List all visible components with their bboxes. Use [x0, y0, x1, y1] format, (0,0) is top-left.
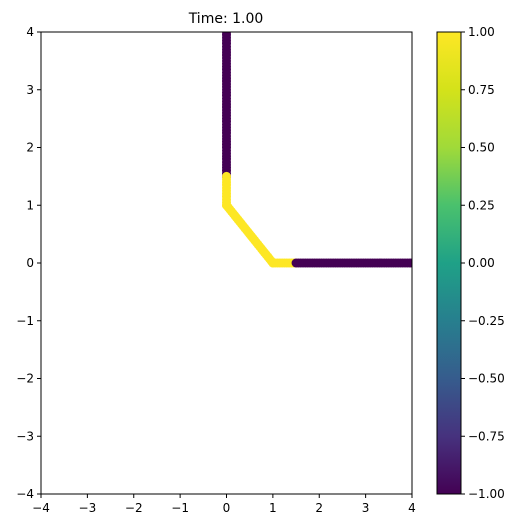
colorbar-tick-label: −0.50	[468, 372, 505, 386]
colorbar	[436, 31, 462, 495]
colorbar-tick-label: 0.75	[468, 83, 495, 97]
y-tick-label: 2	[26, 141, 34, 155]
x-tick-label: 2	[315, 501, 323, 515]
y-axis-ticks: −4 −3 −2 −1 0 1 2 3 4	[16, 25, 41, 501]
y-tick-label: 1	[26, 198, 34, 212]
y-tick-label: −3	[16, 429, 34, 443]
x-tick-label: 3	[362, 501, 370, 515]
x-tick-label: 4	[408, 501, 416, 515]
x-axis-ticks: −4 −3 −2 −1 0 1 2 3 4	[32, 494, 416, 515]
colorbar-tick-label: 0.25	[468, 198, 495, 212]
x-tick-label: 1	[269, 501, 277, 515]
y-tick-label: −2	[16, 372, 34, 386]
colorbar-tick-label: 0.00	[468, 256, 495, 270]
y-tick-label: 0	[26, 256, 34, 270]
y-tick-label: −1	[16, 314, 34, 328]
colorbar-tick-label: −1.00	[468, 487, 505, 501]
colorbar-tick-label: 0.50	[468, 141, 495, 155]
y-tick-label: −4	[16, 487, 34, 501]
x-tick-label: −1	[171, 501, 189, 515]
chart-title: Time: 1.00	[188, 11, 264, 27]
x-tick-label: −4	[32, 501, 50, 515]
x-tick-label: −2	[125, 501, 143, 515]
scatter-point	[407, 258, 412, 268]
colorbar-tick-label: 1.00	[468, 25, 495, 39]
x-tick-label: −3	[79, 501, 97, 515]
colorbar-tick-label: −0.25	[468, 314, 505, 328]
data-points	[222, 32, 412, 268]
y-tick-label: 3	[26, 83, 34, 97]
colorbar-ticks: 1.00 0.75 0.50 0.25 0.00 −0.25 −0.50 −0.75 −1.00	[461, 25, 505, 501]
x-tick-label: 0	[223, 501, 231, 515]
colorbar-tick-label: −0.75	[468, 429, 505, 443]
y-tick-label: 4	[26, 25, 34, 39]
